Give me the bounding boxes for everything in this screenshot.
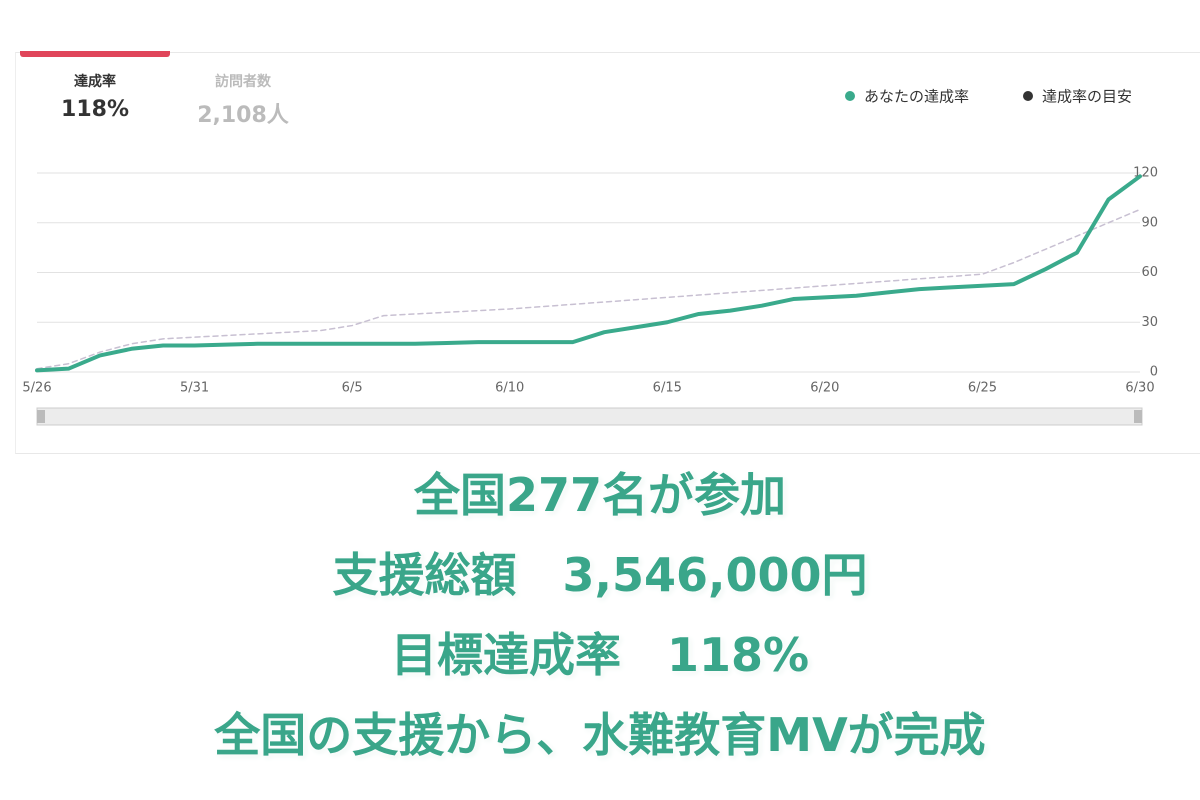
- x-tick-label: 5/31: [180, 381, 209, 396]
- tab-value: 2,108人: [197, 103, 289, 128]
- tab[interactable]: 達成率 118%: [20, 53, 170, 122]
- line-series: [35, 174, 1142, 373]
- slider-handle[interactable]: [37, 410, 45, 423]
- x-tick-label: 6/20: [810, 381, 839, 396]
- tab-value: 118%: [61, 97, 129, 122]
- tab[interactable]: 訪問者数 2,108人: [168, 53, 318, 129]
- x-tick-label: 6/5: [342, 381, 363, 396]
- y-tick-label: 30: [1141, 315, 1158, 330]
- caption-line: 支援総額 3,546,000円: [332, 548, 868, 602]
- x-tick-label: 5/26: [22, 381, 51, 396]
- caption-line: 全国の支援から、水難教育MVが完成: [214, 708, 986, 762]
- slider-handle[interactable]: [1134, 410, 1142, 423]
- chart-panel: 達成率 118% 訪問者数 2,108人: [15, 51, 1200, 454]
- caption-line: 目標達成率 118%: [390, 628, 810, 682]
- range-slider[interactable]: [36, 407, 1143, 426]
- x-tick-label: 6/30: [1125, 381, 1154, 396]
- x-tick-label: 6/15: [653, 381, 682, 396]
- caption: 全国277名が参加支援総額 3,546,000円 目標達成率 118% 全国の支援か…: [0, 455, 1200, 775]
- legend-marker: [1023, 91, 1033, 101]
- y-tick-label: 90: [1141, 215, 1158, 230]
- legend-marker: [845, 91, 855, 101]
- line-series: [36, 208, 1141, 370]
- caption-line: 全国277名が参加: [413, 468, 787, 522]
- legend-label: 達成率の目安: [1042, 88, 1132, 106]
- y-tick-label: 0: [1150, 365, 1158, 380]
- legend-label: あなたの達成率: [864, 88, 969, 106]
- tab-label: 達成率: [74, 74, 116, 90]
- x-tick-label: 6/10: [495, 381, 524, 396]
- y-tick-label: 60: [1141, 265, 1158, 280]
- x-tick-label: 6/25: [968, 381, 997, 396]
- tab-label: 訪問者数: [215, 74, 271, 90]
- active-tab-bar: [20, 51, 170, 57]
